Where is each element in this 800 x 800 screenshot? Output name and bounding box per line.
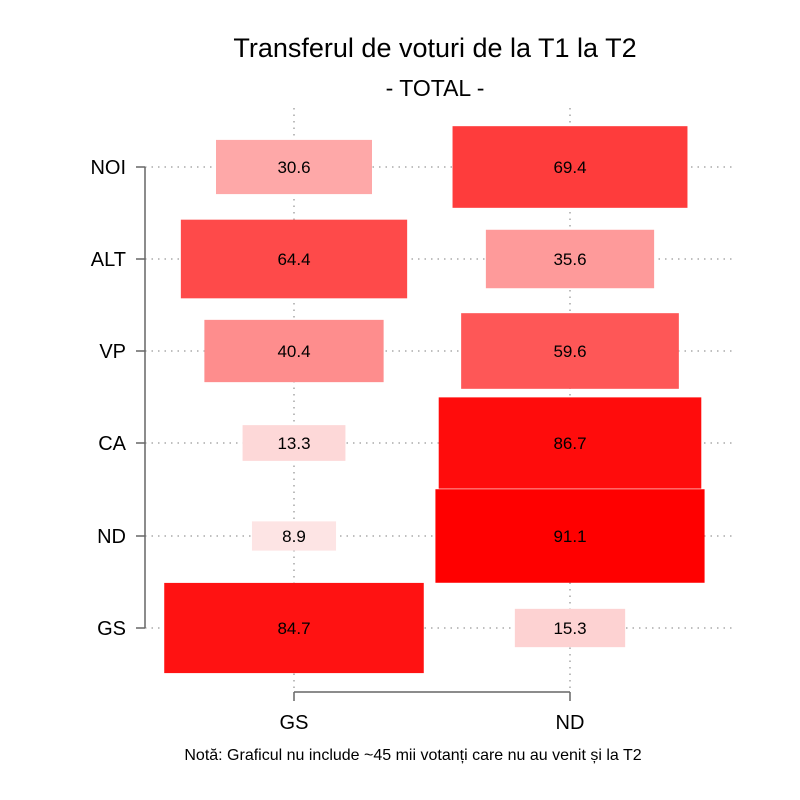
- x-tick-label-gs: GS: [280, 712, 309, 734]
- cell-ca-nd: [438, 397, 702, 489]
- chart-title: Transferul de voturi de la T1 la T2: [233, 33, 636, 63]
- axes: NOI ALT VP CA ND GS GS ND: [90, 157, 584, 734]
- y-tick-label-noi: NOI: [90, 157, 126, 179]
- cell-label-noi-gs: 30.6: [277, 158, 310, 177]
- cell-gs-nd: [514, 608, 626, 648]
- y-tick-label-gs: GS: [97, 618, 126, 640]
- y-tick-label-alt: ALT: [91, 249, 126, 271]
- cell-label-alt-gs: 64.4: [277, 250, 310, 269]
- cell-label-gs-gs: 84.7: [277, 619, 310, 638]
- cell-label-ca-nd: 86.7: [553, 434, 586, 453]
- cell-label-noi-nd: 69.4: [553, 158, 586, 177]
- cells: 30.6 69.4 64.4 35.6 40.4 59.6 13.3 86.7 8.9 91.1 8…: [164, 126, 705, 674]
- cell-nd-gs: [251, 521, 337, 551]
- cell-alt-nd: [485, 229, 655, 289]
- chart-note: Notă: Graficul nu include ~45 mii votanț…: [184, 747, 641, 764]
- cell-alt-gs: [180, 219, 408, 299]
- cell-label-gs-nd: 15.3: [553, 619, 586, 638]
- y-tick-label-ca: CA: [98, 433, 126, 455]
- cell-nd-nd: [435, 489, 705, 583]
- cell-ca-gs: [242, 425, 346, 461]
- y-tick-label-vp: VP: [99, 341, 126, 363]
- cell-noi-gs: [216, 139, 372, 195]
- cell-label-nd-nd: 91.1: [553, 527, 586, 546]
- cell-label-ca-gs: 13.3: [277, 434, 310, 453]
- y-tick-label-nd: ND: [97, 526, 126, 548]
- cell-label-nd-gs: 8.9: [282, 527, 306, 546]
- cell-gs-gs: [164, 582, 424, 674]
- chart-subtitle: - TOTAL -: [386, 75, 485, 101]
- cell-noi-nd: [452, 126, 688, 208]
- cell-label-vp-nd: 59.6: [553, 342, 586, 361]
- cell-label-vp-gs: 40.4: [277, 342, 310, 361]
- cell-label-alt-nd: 35.6: [553, 250, 586, 269]
- x-tick-label-nd: ND: [556, 712, 585, 734]
- cell-vp-gs: [204, 319, 384, 383]
- cell-vp-nd: [461, 313, 679, 389]
